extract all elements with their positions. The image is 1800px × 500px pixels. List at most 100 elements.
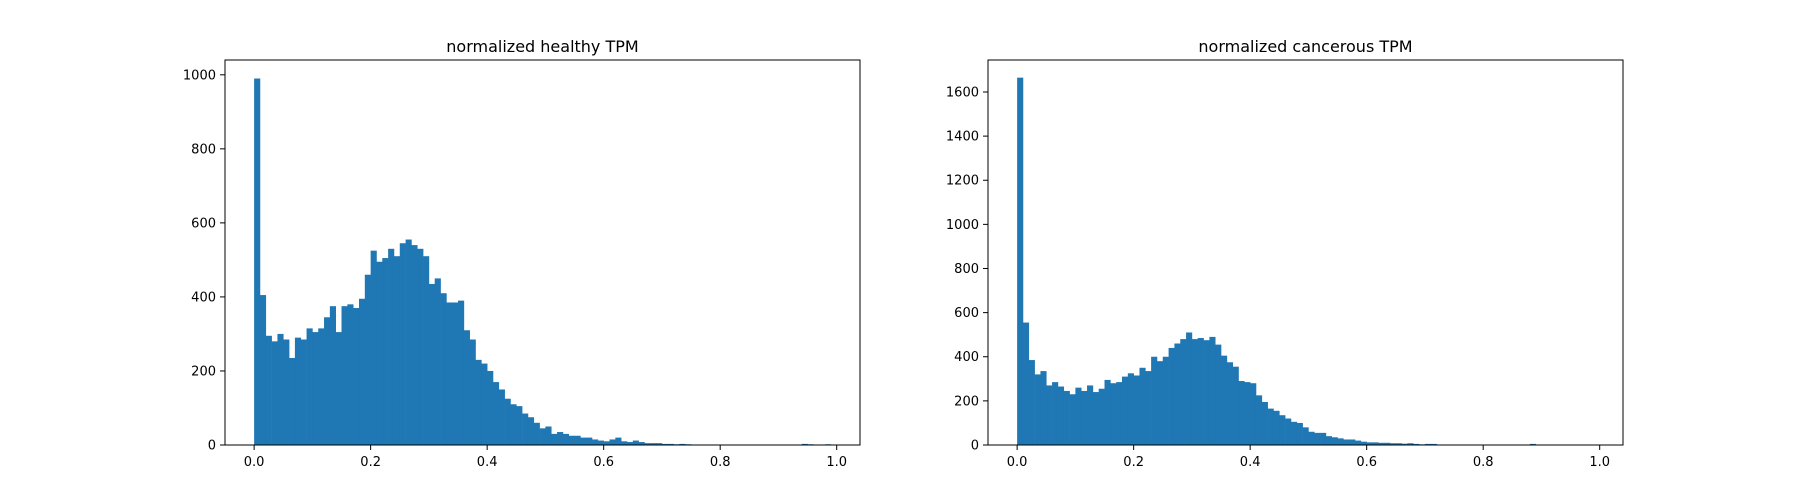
histogram-bar (376, 261, 383, 445)
y-tick-label: 1600 (946, 85, 979, 100)
histogram-bar (312, 332, 319, 445)
histogram-bar (1180, 339, 1187, 445)
histogram-bar (1104, 379, 1111, 445)
histogram-healthy-frame (224, 59, 861, 446)
histogram-bar (306, 328, 313, 445)
histogram-bar (1057, 386, 1065, 445)
histogram-bar (568, 435, 575, 445)
histogram-bar (1244, 382, 1251, 445)
histogram-bar (1145, 371, 1152, 445)
histogram-bar (492, 382, 500, 445)
histogram-bar (271, 341, 278, 445)
x-tick-label: 0.8 (1473, 455, 1494, 470)
histogram-bar (353, 308, 360, 445)
histogram-bar (318, 328, 325, 445)
histogram-cancerous-y-axis: 0 200 400 600 800 1000 1200 1400 1600 (946, 85, 988, 454)
histogram-bar (1372, 442, 1379, 445)
histogram-bar (1191, 339, 1199, 445)
histogram-bar (1063, 390, 1070, 445)
histogram-bar (254, 78, 261, 445)
histogram-bar (1314, 432, 1321, 445)
histogram-bar (1087, 385, 1094, 445)
y-tick-label: 200 (191, 364, 216, 379)
histogram-bar (324, 317, 331, 445)
y-tick-label: 800 (954, 262, 979, 277)
histogram-bar (364, 274, 371, 445)
x-tick-label: 0.2 (360, 455, 381, 470)
histogram-bar (586, 437, 593, 445)
histogram-bar (1081, 390, 1088, 445)
histogram-bar (1250, 383, 1257, 445)
histogram-bar (1098, 388, 1105, 445)
histogram-bar (283, 339, 290, 445)
histogram-bar (656, 443, 663, 445)
histogram-bar (265, 335, 272, 445)
histogram-bar (1424, 443, 1432, 445)
histogram-bar (551, 433, 558, 445)
histogram-bar (1413, 443, 1420, 445)
histogram-bar (527, 417, 535, 445)
histogram-bar (1238, 381, 1245, 445)
histogram-bar (358, 298, 366, 445)
y-tick-label: 400 (954, 350, 979, 365)
y-tick-label: 1400 (946, 130, 979, 145)
histogram-bar (1395, 443, 1402, 445)
histogram-cancerous-bars (1017, 77, 1536, 446)
histogram-bar (1279, 415, 1286, 445)
histogram-bar (277, 333, 284, 445)
y-tick-label: 0 (971, 439, 979, 454)
histogram-bar (458, 300, 465, 446)
y-tick-label: 600 (191, 216, 216, 231)
histogram-bar (1203, 340, 1210, 445)
histogram-bar (667, 443, 674, 445)
histogram-bar (562, 433, 570, 445)
histogram-bar (516, 406, 523, 445)
histogram-bar (661, 443, 669, 445)
histogram-bar (621, 441, 628, 445)
histogram-bar (1133, 375, 1140, 445)
histogram-bar (644, 443, 651, 445)
x-tick-label: 0.4 (477, 455, 498, 470)
histogram-bar (1349, 439, 1356, 445)
histogram-bar (1069, 394, 1076, 445)
histogram-bar (1407, 443, 1414, 445)
histogram-bar (1092, 392, 1099, 445)
histogram-bar (1290, 421, 1298, 445)
histogram-bar (1034, 374, 1041, 445)
x-tick-label: 0.6 (1356, 455, 1377, 470)
y-tick-label: 1000 (183, 68, 216, 83)
histogram-cancerous: 0.0 0.2 0.4 0.6 0.8 1.0 0 200 400 600 800 1000 1200… (946, 37, 1624, 470)
histogram-bar (1162, 356, 1169, 445)
x-tick-label: 0.2 (1123, 455, 1144, 470)
histogram-bar (574, 435, 581, 445)
histogram-bar (1209, 336, 1216, 445)
histogram-bar (1139, 367, 1146, 445)
histogram-bar (411, 245, 418, 445)
histogram-bar (388, 248, 395, 445)
histogram-bar (1331, 437, 1338, 445)
histogram-bar (650, 443, 657, 445)
histogram-bar (580, 437, 587, 445)
histogram-bar (1127, 373, 1134, 445)
histogram-bar (1174, 343, 1181, 445)
histogram-bar (1017, 77, 1024, 446)
histogram-bar (679, 443, 686, 445)
histogram-bar (289, 358, 296, 445)
histogram-bar (1261, 401, 1268, 445)
histogram-bar (1046, 385, 1053, 445)
histogram-bar (603, 441, 610, 445)
histogram-bar (597, 440, 604, 445)
histogram-bar (1052, 382, 1059, 445)
histogram-bar (382, 258, 389, 445)
histogram-bar (1378, 442, 1385, 445)
y-tick-label: 1000 (946, 218, 979, 233)
histogram-cancerous-frame (987, 59, 1624, 446)
y-tick-label: 0 (208, 439, 216, 454)
histogram-bar (1296, 422, 1303, 445)
histogram-bar (300, 339, 307, 445)
histogram-healthy-x-axis: 0.0 0.2 0.4 0.6 0.8 1.0 (244, 445, 847, 470)
histogram-bar (1151, 356, 1158, 445)
histogram-bar (1221, 355, 1228, 445)
histogram-bar (504, 398, 511, 445)
histogram-bar (446, 302, 453, 445)
